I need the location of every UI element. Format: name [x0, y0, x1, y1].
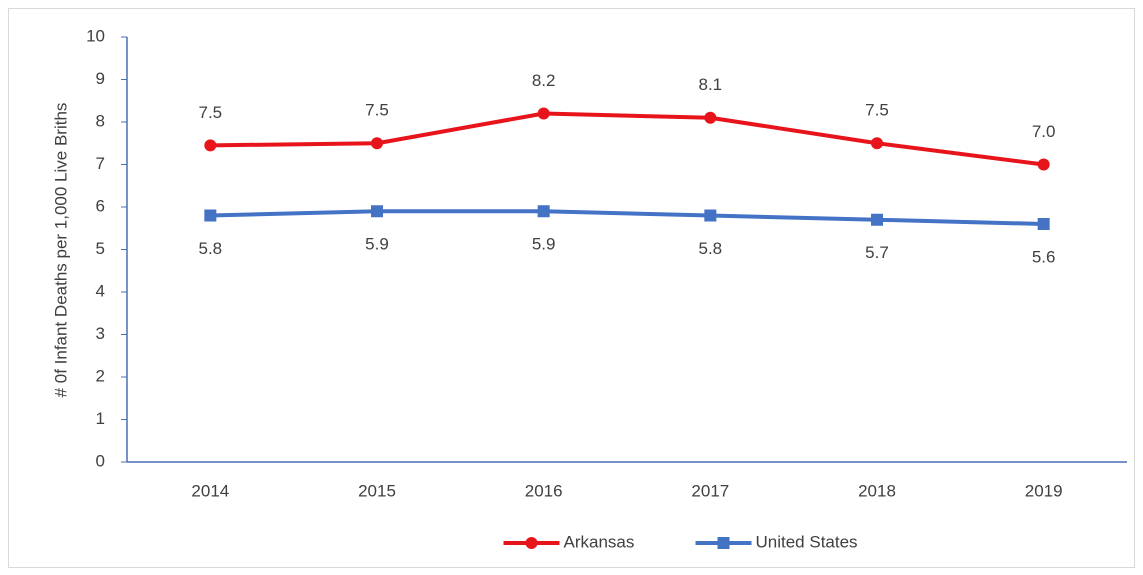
y-tick-label: 0: [96, 451, 105, 470]
data-point: [871, 137, 883, 150]
y-tick-label: 4: [96, 281, 105, 300]
x-tick-label: 2019: [1025, 481, 1063, 500]
data-label: 8.1: [699, 75, 723, 94]
series-line: [210, 209, 1044, 226]
data-point: [537, 107, 550, 120]
y-tick-label: 10: [86, 26, 105, 45]
y-tick-label: 8: [96, 111, 105, 130]
data-label: 7.5: [365, 101, 389, 120]
data-point: [704, 209, 717, 222]
y-tick-label: 1: [96, 409, 105, 428]
data-label: 7.5: [199, 103, 223, 122]
data-point: [871, 213, 883, 226]
data-point: [1037, 158, 1050, 171]
chart-border: [8, 8, 1135, 568]
y-tick-label: 7: [96, 154, 105, 173]
y-tick-label: 2: [96, 366, 105, 385]
legend-label: Arkansas: [564, 532, 635, 551]
data-point: [1037, 218, 1050, 230]
data-point: [371, 205, 383, 218]
data-point: [204, 139, 217, 152]
legend-marker: [717, 537, 730, 549]
y-tick-label: 9: [96, 69, 105, 88]
data-label: 5.8: [199, 239, 223, 258]
data-label: 5.7: [865, 243, 889, 262]
y-axis-title: # 0f Infant Deaths per 1,000 Live Briths: [51, 103, 70, 398]
data-label: 7.0: [1032, 122, 1056, 141]
x-tick-label: 2017: [691, 481, 729, 500]
x-tick-label: 2018: [858, 481, 896, 500]
y-tick-label: 5: [96, 239, 105, 258]
series-line: [210, 111, 1044, 167]
data-label: 7.5: [865, 101, 889, 120]
y-tick-label: 6: [96, 196, 105, 215]
x-tick-label: 2016: [525, 481, 563, 500]
y-tick-label: 3: [96, 324, 105, 343]
data-label: 5.9: [365, 235, 389, 254]
legend-marker: [525, 537, 538, 549]
data-point: [704, 111, 717, 124]
x-tick-label: 2015: [358, 481, 396, 500]
x-tick-label: 2014: [191, 481, 229, 500]
data-point: [371, 137, 383, 150]
data-point: [537, 205, 550, 218]
data-point: [204, 209, 217, 222]
data-label: 5.8: [699, 239, 723, 258]
legend-label: United States: [756, 532, 858, 551]
data-label: 5.6: [1032, 247, 1056, 266]
data-label: 8.2: [532, 71, 556, 90]
data-label: 5.9: [532, 235, 556, 254]
